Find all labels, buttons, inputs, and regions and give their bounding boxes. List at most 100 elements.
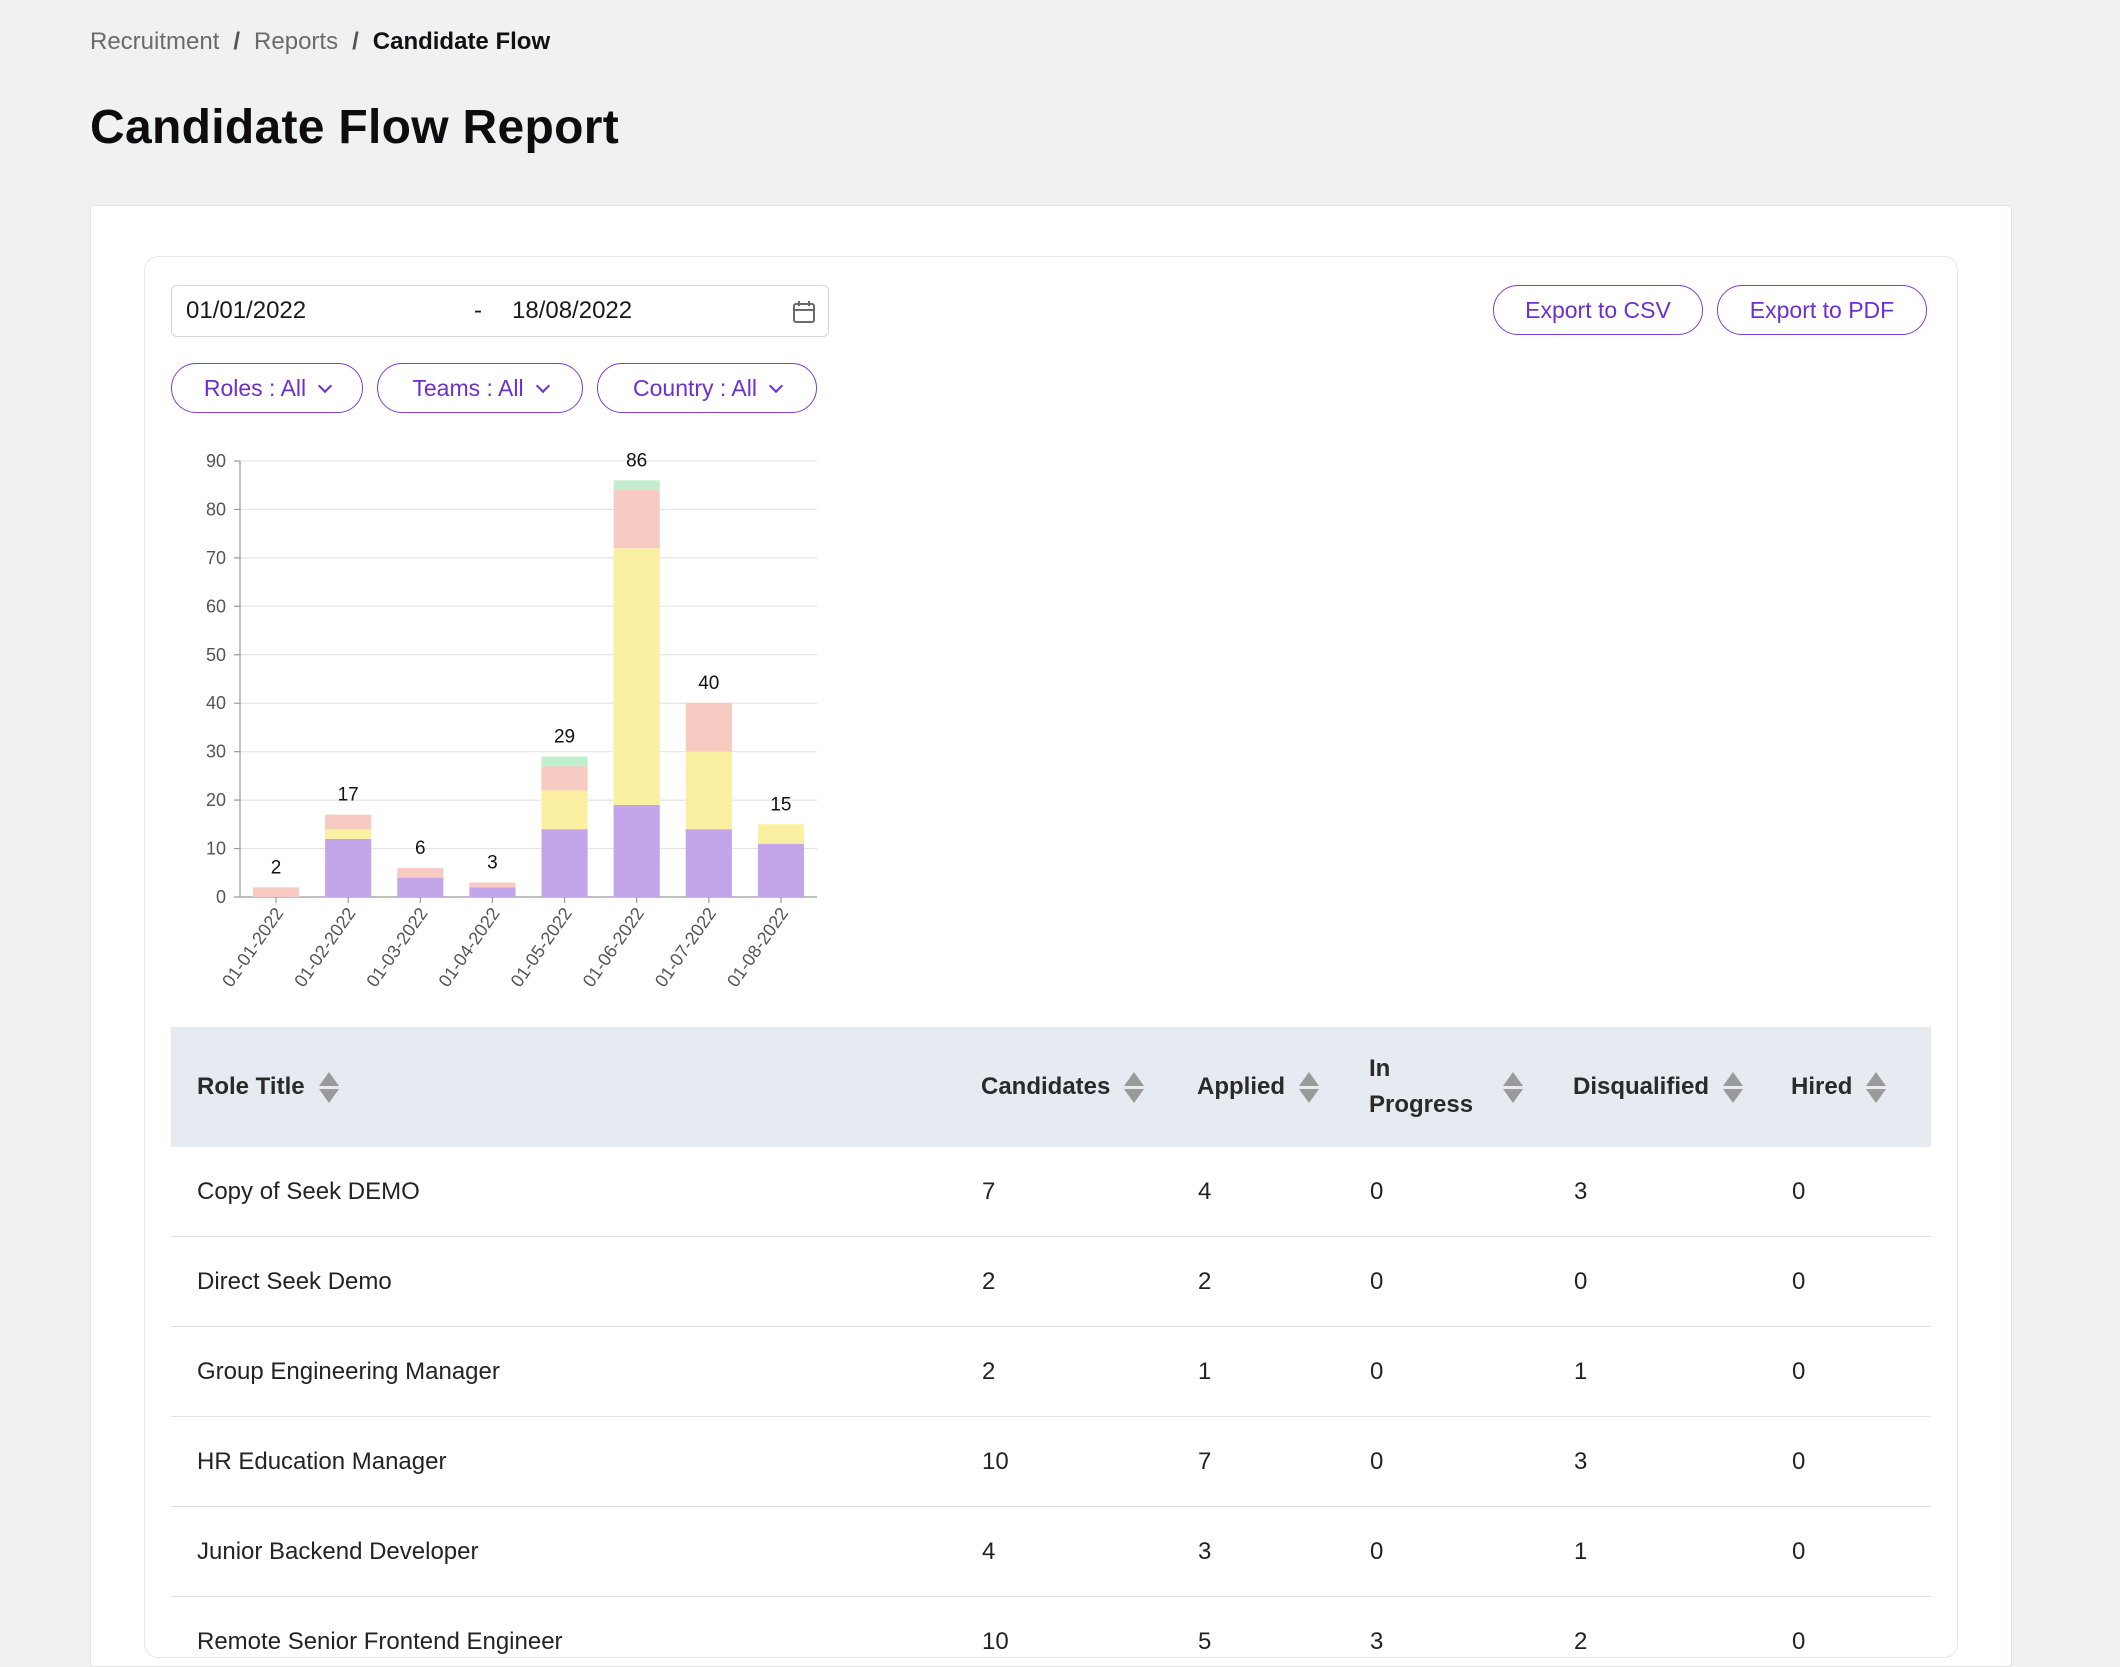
- date-end[interactable]: 18/08/2022: [512, 297, 633, 324]
- bar-total-label: 29: [554, 727, 575, 748]
- candidate-flow-chart: 0 10 20 30 40 50 60 70 80 90 2 01-01-2022 17 01-02-20…: [169, 437, 869, 997]
- bar-segment: [541, 790, 588, 830]
- cell-role-title: Group Engineering Manager: [171, 1326, 981, 1417]
- bar-segment: [685, 751, 732, 830]
- date-start[interactable]: 01/01/2022: [186, 297, 307, 324]
- table-row[interactable]: Direct Seek Demo 2 2 0 0 0: [171, 1236, 1931, 1327]
- cell-role-title: Direct Seek Demo: [171, 1236, 981, 1327]
- cell-candidates: 2: [981, 1326, 1197, 1417]
- column-in-progress[interactable]: In Progress: [1369, 1027, 1573, 1147]
- bar-segment: [757, 824, 805, 844]
- column-label: Hired: [1791, 1073, 1853, 1100]
- export-pdf-button[interactable]: Export to PDF: [1717, 285, 1927, 335]
- calendar-icon[interactable]: [792, 300, 816, 324]
- cell-hired: 0: [1791, 1506, 1931, 1597]
- cell-hired: 0: [1791, 1147, 1931, 1237]
- sort-icon[interactable]: [1124, 1071, 1145, 1103]
- bar-segment: [757, 843, 805, 897]
- table-row[interactable]: Remote Senior Frontend Engineer 10 5 3 2…: [171, 1596, 1931, 1657]
- x-tick-label: 01-06-2022: [579, 904, 648, 991]
- teams-filter-label: Teams : All: [412, 374, 524, 401]
- report-panel: 01/01/2022 - 18/08/2022 Export to CSV Ex…: [144, 256, 1958, 1658]
- y-tick-label: 20: [206, 790, 226, 810]
- column-label: In Progress: [1369, 1055, 1474, 1118]
- bar-segment: [685, 703, 732, 752]
- date-separator: -: [474, 297, 482, 324]
- bar-segment: [613, 490, 660, 549]
- breadcrumb-separator: /: [233, 28, 241, 55]
- bar-segment: [613, 548, 660, 805]
- sort-icon[interactable]: [1723, 1071, 1744, 1103]
- chevron-down-icon: [318, 378, 333, 393]
- cell-in-progress: 0: [1369, 1147, 1573, 1237]
- bar-segment: [541, 829, 588, 897]
- column-applied[interactable]: Applied: [1197, 1027, 1369, 1147]
- cell-in-progress: 0: [1369, 1506, 1573, 1597]
- table-row[interactable]: HR Education Manager 10 7 0 3 0: [171, 1416, 1931, 1507]
- roles-table: Role Title Candidates Applied In Progres…: [171, 1027, 1931, 1657]
- column-role-title[interactable]: Role Title: [171, 1027, 981, 1147]
- y-tick-label: 60: [206, 596, 226, 616]
- cell-applied: 2: [1197, 1236, 1369, 1327]
- column-label: Disqualified: [1573, 1073, 1710, 1100]
- column-disqualified[interactable]: Disqualified: [1573, 1027, 1791, 1147]
- bar-total-label: 2: [271, 857, 282, 878]
- column-label: Candidates: [981, 1073, 1111, 1100]
- cell-in-progress: 3: [1369, 1596, 1573, 1657]
- breadcrumb: Recruitment / Reports / Candidate Flow: [90, 28, 550, 56]
- cell-disqualified: 0: [1573, 1236, 1791, 1327]
- cell-candidates: 4: [981, 1506, 1197, 1597]
- y-tick-label: 50: [206, 645, 226, 665]
- cell-applied: 1: [1197, 1326, 1369, 1417]
- x-tick-label: 01-02-2022: [290, 904, 359, 991]
- x-tick-label: 01-04-2022: [435, 904, 504, 991]
- cell-applied: 3: [1197, 1506, 1369, 1597]
- date-range-picker[interactable]: 01/01/2022 - 18/08/2022: [171, 285, 829, 337]
- bar-segment: [397, 877, 444, 897]
- breadcrumb-recruitment[interactable]: Recruitment: [90, 28, 220, 55]
- roles-filter-label: Roles : All: [203, 374, 307, 401]
- x-tick-label: 01-08-2022: [723, 904, 792, 991]
- x-tick-label: 01-05-2022: [507, 904, 576, 991]
- column-hired[interactable]: Hired: [1791, 1027, 1931, 1147]
- bar-segment: [397, 867, 444, 878]
- cell-role-title: HR Education Manager: [171, 1416, 981, 1507]
- teams-filter[interactable]: Teams : All: [377, 363, 583, 413]
- sort-icon[interactable]: [1866, 1071, 1887, 1103]
- bar-total-label: 86: [626, 450, 647, 471]
- table-row[interactable]: Copy of Seek DEMO 7 4 0 3 0: [171, 1147, 1931, 1237]
- sort-icon[interactable]: [318, 1071, 339, 1103]
- sort-icon[interactable]: [1299, 1071, 1319, 1103]
- cell-applied: 7: [1197, 1416, 1369, 1507]
- export-csv-button[interactable]: Export to CSV: [1493, 285, 1703, 335]
- table-row[interactable]: Group Engineering Manager 2 1 0 1 0: [171, 1326, 1931, 1417]
- country-filter[interactable]: Country : All: [597, 363, 817, 413]
- x-tick-label: 01-07-2022: [651, 904, 720, 991]
- breadcrumb-reports[interactable]: Reports: [254, 28, 339, 55]
- table-header-row: Role Title Candidates Applied In Progres…: [171, 1027, 1931, 1147]
- column-label: Role Title: [197, 1073, 305, 1100]
- bar-segment: [469, 882, 516, 888]
- roles-filter[interactable]: Roles : All: [171, 363, 363, 413]
- sort-icon[interactable]: [1503, 1071, 1523, 1103]
- cell-disqualified: 1: [1573, 1326, 1791, 1417]
- report-card: 01/01/2022 - 18/08/2022 Export to CSV Ex…: [90, 205, 2012, 1667]
- cell-in-progress: 0: [1369, 1236, 1573, 1327]
- column-candidates[interactable]: Candidates: [981, 1027, 1197, 1147]
- y-tick-label: 90: [206, 451, 226, 471]
- table-row[interactable]: Junior Backend Developer 4 3 0 1 0: [171, 1506, 1931, 1597]
- column-label: Applied: [1197, 1073, 1285, 1100]
- chevron-down-icon: [535, 378, 550, 393]
- bar-total-label: 3: [487, 852, 498, 873]
- bar-segment: [325, 838, 372, 897]
- cell-applied: 4: [1197, 1147, 1369, 1237]
- cell-disqualified: 2: [1573, 1596, 1791, 1657]
- y-tick-label: 30: [206, 742, 226, 762]
- cell-applied: 5: [1197, 1596, 1369, 1657]
- x-tick-label: 01-01-2022: [218, 904, 287, 991]
- bar-segment: [541, 756, 588, 767]
- cell-in-progress: 0: [1369, 1416, 1573, 1507]
- breadcrumb-separator: /: [352, 28, 359, 55]
- cell-hired: 0: [1791, 1596, 1931, 1657]
- cell-disqualified: 3: [1573, 1416, 1791, 1507]
